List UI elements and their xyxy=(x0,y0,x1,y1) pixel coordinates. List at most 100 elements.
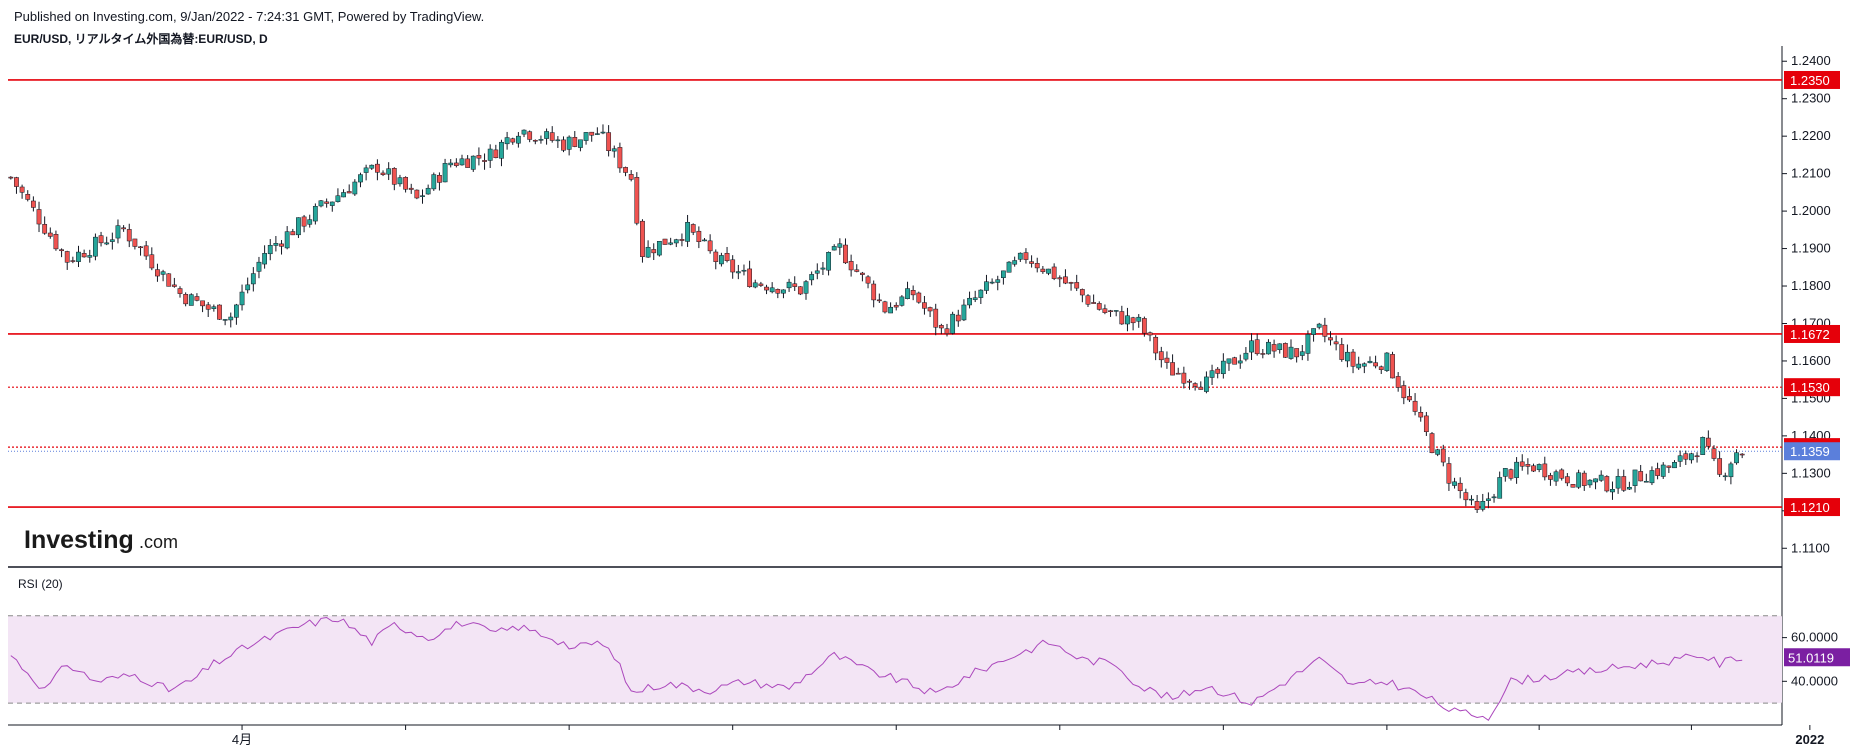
candle-body-304 xyxy=(1722,475,1728,478)
candle-body-26 xyxy=(155,269,160,277)
candle-body-192 xyxy=(1091,302,1097,304)
candle-body-171 xyxy=(972,297,978,300)
candle-body-183 xyxy=(1040,268,1046,273)
candle-body-119 xyxy=(679,239,685,241)
level-badge-label-2: 1.1530 xyxy=(1790,380,1830,395)
candle-body-148 xyxy=(843,244,848,264)
candle-body-45 xyxy=(262,253,267,265)
candle-body-222 xyxy=(1260,353,1266,355)
candle-body-79 xyxy=(453,162,459,166)
candle-body-124 xyxy=(707,240,713,252)
candle-body-34 xyxy=(200,300,205,307)
candle-body-133 xyxy=(758,283,764,286)
candle-body-174 xyxy=(989,281,995,284)
candle-body-38 xyxy=(222,319,228,321)
candle-body-160 xyxy=(910,290,916,296)
candle-body-188 xyxy=(1068,282,1074,284)
candle-body-76 xyxy=(437,174,442,183)
candle-body-195 xyxy=(1108,310,1113,312)
candle-body-73 xyxy=(420,195,425,197)
candle-body-231 xyxy=(1311,328,1316,335)
candle-body-5 xyxy=(36,209,42,225)
candle-body-6 xyxy=(42,224,48,234)
candle-body-132 xyxy=(752,282,758,288)
candle-body-256 xyxy=(1452,481,1457,486)
candle-body-178 xyxy=(1012,260,1018,265)
candle-body-259 xyxy=(1469,498,1474,501)
candle-body-85 xyxy=(487,148,493,161)
candle-body-177 xyxy=(1006,261,1012,273)
rsi-tick-label-1: 40.0000 xyxy=(1791,673,1838,688)
candle-body-226 xyxy=(1282,343,1288,358)
candle-body-4 xyxy=(30,200,36,208)
candle-body-24 xyxy=(143,245,149,257)
candle-body-266 xyxy=(1508,469,1514,479)
candle-body-106 xyxy=(606,132,612,152)
candle-body-301 xyxy=(1705,437,1711,447)
candle-body-108 xyxy=(617,147,623,169)
candle-body-97 xyxy=(555,139,561,142)
candle-body-111 xyxy=(634,176,640,224)
candle-body-12 xyxy=(76,251,81,262)
candle-body-42 xyxy=(245,284,251,291)
candle-body-198 xyxy=(1125,315,1130,325)
candle-body-43 xyxy=(250,273,256,285)
candle-body-269 xyxy=(1525,464,1531,467)
candle-body-159 xyxy=(905,288,910,299)
candle-body-202 xyxy=(1147,332,1153,336)
candle-body-95 xyxy=(544,131,549,139)
candle-body-141 xyxy=(803,281,809,294)
candle-body-172 xyxy=(978,289,984,298)
candle-body-184 xyxy=(1046,268,1051,274)
candle-body-227 xyxy=(1288,346,1294,359)
candle-body-164 xyxy=(933,308,939,328)
candle-body-67 xyxy=(386,168,392,175)
candle-body-113 xyxy=(645,246,651,258)
candle-body-201 xyxy=(1141,318,1147,334)
candle-body-83 xyxy=(476,155,482,159)
price-tick-label-1: 1.2300 xyxy=(1791,91,1831,106)
candle-body-74 xyxy=(425,187,431,195)
candle-body-86 xyxy=(493,149,499,159)
candle-body-268 xyxy=(1519,461,1525,467)
candle-body-207 xyxy=(1175,372,1181,375)
candle-body-282 xyxy=(1598,474,1604,481)
chart-header: Published on Investing.com, 9/Jan/2022 -… xyxy=(14,8,484,48)
candle-body-252 xyxy=(1429,433,1435,454)
candle-body-90 xyxy=(515,135,521,144)
candle-body-58 xyxy=(335,195,341,202)
candle-body-279 xyxy=(1581,472,1587,486)
candle-body-145 xyxy=(826,252,831,271)
candle-body-77 xyxy=(442,163,448,183)
candle-body-215 xyxy=(1220,360,1226,375)
candle-body-235 xyxy=(1333,341,1339,345)
level-badge-2 xyxy=(1784,378,1840,397)
candle-body-19 xyxy=(115,225,121,239)
published-line: Published on Investing.com, 9/Jan/2022 -… xyxy=(14,9,485,24)
candle-body-10 xyxy=(64,251,70,263)
candle-body-121 xyxy=(690,224,696,233)
candle-body-247 xyxy=(1401,385,1407,399)
level-badge-4 xyxy=(1784,498,1840,517)
candle-body-241 xyxy=(1367,360,1373,364)
candle-body-116 xyxy=(662,238,668,245)
candle-body-96 xyxy=(549,132,555,141)
candle-body-229 xyxy=(1299,351,1305,356)
candle-body-9 xyxy=(59,249,64,252)
candle-body-286 xyxy=(1621,476,1627,491)
candle-body-214 xyxy=(1215,368,1221,374)
candle-body-224 xyxy=(1271,344,1277,352)
candle-body-158 xyxy=(899,296,905,306)
candle-body-20 xyxy=(121,227,127,230)
candle-body-240 xyxy=(1361,363,1367,367)
candle-body-39 xyxy=(228,316,234,321)
candle-body-144 xyxy=(820,267,826,270)
candle-body-228 xyxy=(1294,348,1300,358)
candle-body-223 xyxy=(1266,341,1271,355)
candle-body-173 xyxy=(984,281,989,291)
candle-body-80 xyxy=(459,158,465,166)
candle-body-267 xyxy=(1514,461,1519,478)
candle-body-17 xyxy=(104,242,110,245)
candle-body-299 xyxy=(1694,455,1700,458)
